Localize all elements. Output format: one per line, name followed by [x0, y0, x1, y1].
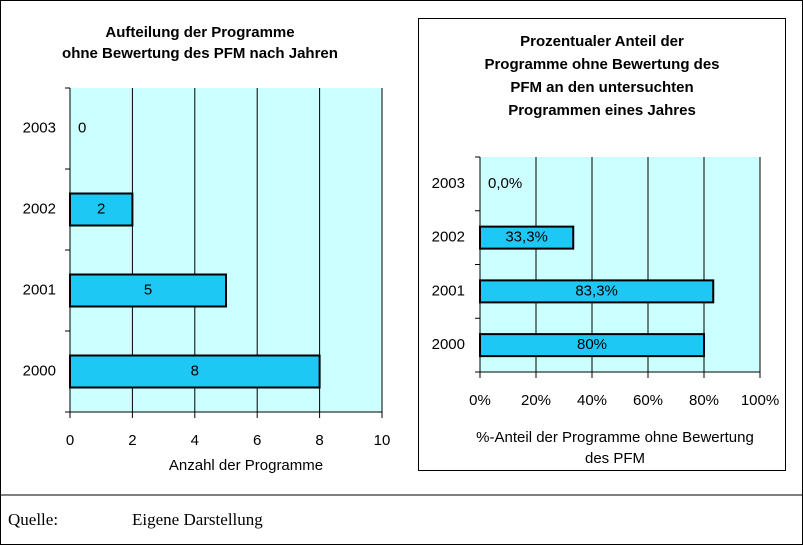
- x-tick-label: 8: [315, 432, 323, 449]
- y-tick-label: 2002: [432, 229, 465, 246]
- x-tick-label: 0: [66, 432, 74, 449]
- y-tick-label: 2001: [432, 282, 465, 299]
- y-tick-label: 2000: [23, 362, 56, 379]
- x-tick-label: 80%: [689, 392, 719, 409]
- bar: [479, 225, 575, 250]
- y-tick-label: 2001: [23, 281, 56, 298]
- data-label: 0,0%: [488, 175, 522, 192]
- x-tick-label: 4: [191, 432, 199, 449]
- data-label: 5: [144, 281, 152, 298]
- x-tick-label: 10: [374, 432, 391, 449]
- chart-title: ohne Bewertung des PFM nach Jahren: [62, 45, 338, 62]
- data-label: 80%: [577, 336, 607, 353]
- x-tick-label: 40%: [577, 392, 607, 409]
- x-tick-label: 6: [253, 432, 261, 449]
- data-label: 8: [191, 362, 199, 379]
- chart-title: Programmen eines Jahres: [508, 102, 696, 119]
- x-tick-label: 60%: [633, 392, 663, 409]
- x-axis-label: %-Anteil der Programme ohne Bewertung: [476, 429, 754, 446]
- chart-title: Prozentualer Anteil der: [520, 33, 684, 50]
- x-tick-label: 20%: [521, 392, 551, 409]
- bar: [69, 192, 134, 227]
- y-tick-label: 2003: [23, 119, 56, 136]
- x-axis-label: Anzahl der Programme: [169, 457, 323, 474]
- y-tick-label: 2003: [432, 175, 465, 192]
- bar: [479, 333, 705, 358]
- bar: [69, 354, 321, 389]
- chart-title: Programme ohne Bewertung des: [484, 56, 719, 73]
- bar: [69, 273, 227, 308]
- bar: [479, 279, 715, 304]
- x-tick-label: 2: [128, 432, 136, 449]
- data-label: 0: [78, 119, 86, 136]
- right-chart-frame: [418, 18, 786, 471]
- x-tick-label: 100%: [741, 392, 779, 409]
- chart-title: PFM an den untersuchten: [510, 79, 693, 96]
- source-label: Quelle:: [8, 510, 58, 529]
- y-tick-label: 2002: [23, 200, 56, 217]
- chart-title: Aufteilung der Programme: [105, 24, 294, 41]
- source-text: Eigene Darstellung: [132, 510, 263, 529]
- x-tick-label: 0%: [469, 392, 491, 409]
- data-label: 2: [97, 200, 105, 217]
- data-label: 33,3%: [505, 229, 548, 246]
- x-axis-label: des PFM: [585, 450, 645, 467]
- y-tick-label: 2000: [432, 336, 465, 353]
- data-label: 83,3%: [575, 282, 618, 299]
